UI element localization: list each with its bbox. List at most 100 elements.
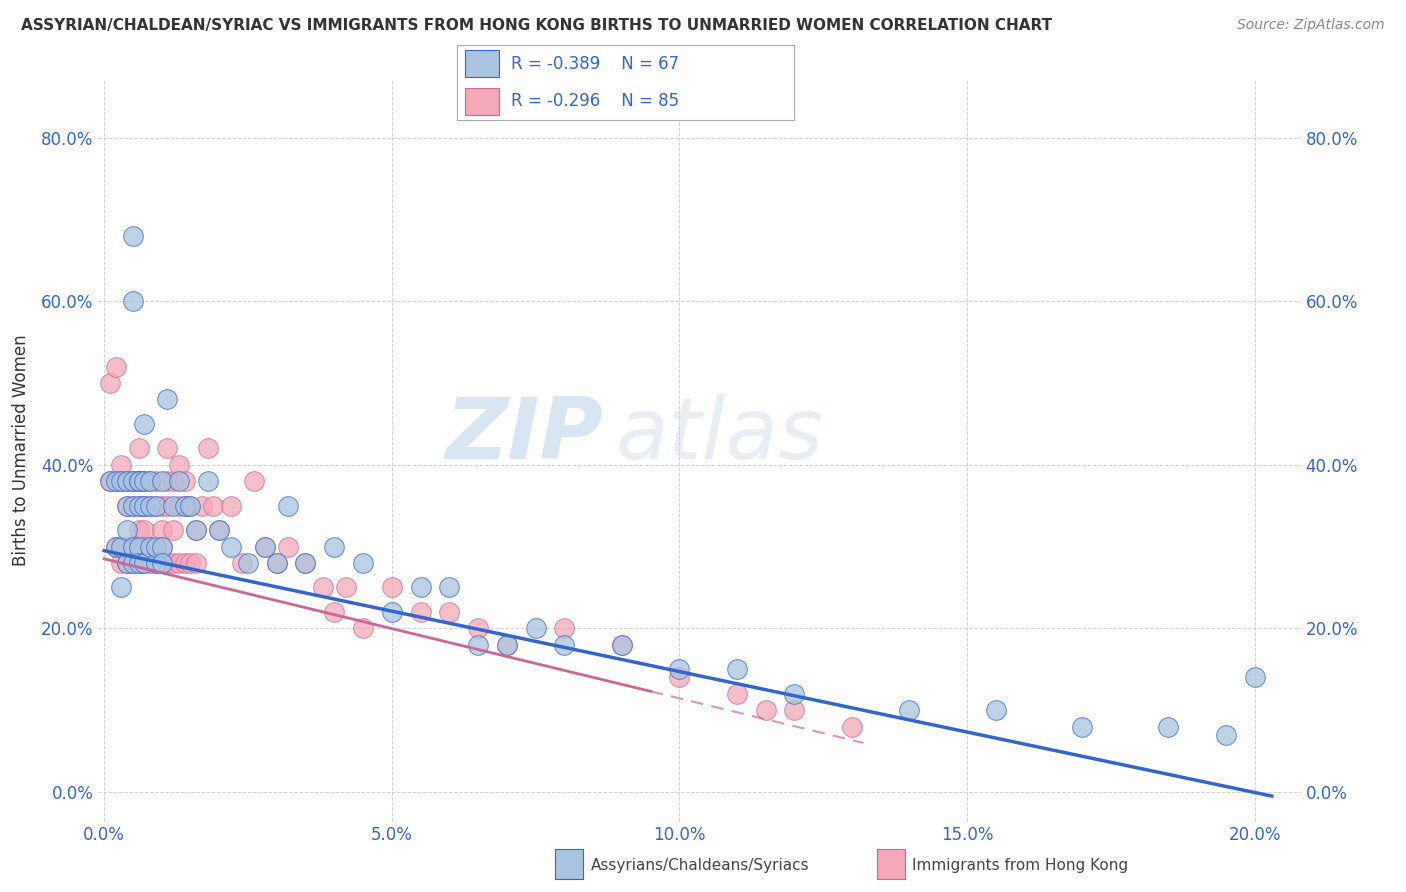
Point xyxy=(115,474,138,488)
Point xyxy=(553,621,575,635)
Point xyxy=(1215,728,1237,742)
Text: Assyrians/Chaldeans/Syriacs: Assyrians/Chaldeans/Syriacs xyxy=(591,858,808,872)
Point xyxy=(495,638,517,652)
Point xyxy=(162,474,184,488)
Point xyxy=(122,540,145,554)
Point xyxy=(115,556,138,570)
Point xyxy=(122,474,145,488)
Point xyxy=(162,523,184,537)
Point xyxy=(150,523,173,537)
Point xyxy=(139,499,162,513)
Point xyxy=(145,499,167,513)
Point xyxy=(104,540,127,554)
Bar xyxy=(465,87,499,115)
Point xyxy=(150,540,173,554)
Point xyxy=(150,556,173,570)
Point xyxy=(98,376,121,390)
Point xyxy=(156,392,179,407)
Point xyxy=(134,523,156,537)
Point xyxy=(134,499,156,513)
Point xyxy=(173,499,195,513)
Point xyxy=(104,474,127,488)
Point xyxy=(128,499,150,513)
Point xyxy=(104,540,127,554)
Point xyxy=(277,499,299,513)
Point xyxy=(110,540,132,554)
Point xyxy=(156,474,179,488)
Point xyxy=(242,474,264,488)
Point xyxy=(179,499,201,513)
Point xyxy=(409,605,432,619)
Point xyxy=(134,499,156,513)
Point xyxy=(186,556,208,570)
Point xyxy=(110,540,132,554)
Point xyxy=(266,556,288,570)
Point xyxy=(1071,720,1094,734)
Point xyxy=(381,581,404,595)
Point xyxy=(98,474,121,488)
Point xyxy=(110,474,132,488)
Point xyxy=(122,540,145,554)
Point xyxy=(128,474,150,488)
Point xyxy=(134,556,156,570)
Point xyxy=(725,687,748,701)
Point xyxy=(128,540,150,554)
Point xyxy=(128,474,150,488)
Point xyxy=(139,474,162,488)
Point xyxy=(197,442,219,456)
Point xyxy=(755,703,778,717)
Point xyxy=(219,540,242,554)
Point xyxy=(467,638,489,652)
Point xyxy=(439,581,461,595)
Point xyxy=(122,556,145,570)
Point xyxy=(115,523,138,537)
Point xyxy=(115,499,138,513)
Point xyxy=(134,474,156,488)
Text: ZIP: ZIP xyxy=(446,394,603,477)
Point xyxy=(186,523,208,537)
Text: Immigrants from Hong Kong: Immigrants from Hong Kong xyxy=(912,858,1129,872)
Point xyxy=(236,556,259,570)
Y-axis label: Births to Unmarried Women: Births to Unmarried Women xyxy=(11,334,30,566)
Point xyxy=(381,605,404,619)
Point xyxy=(352,621,374,635)
Point xyxy=(783,703,806,717)
Point xyxy=(104,359,127,374)
Point xyxy=(725,662,748,676)
Point xyxy=(277,540,299,554)
Point xyxy=(841,720,863,734)
Point xyxy=(115,499,138,513)
Point xyxy=(115,540,138,554)
Point xyxy=(104,474,127,488)
Point xyxy=(134,417,156,431)
Point xyxy=(122,499,145,513)
Point xyxy=(1243,671,1265,685)
Point xyxy=(783,687,806,701)
Point xyxy=(150,556,173,570)
Point xyxy=(110,556,132,570)
Point xyxy=(266,556,288,570)
Point xyxy=(156,499,179,513)
Point xyxy=(191,499,214,513)
Point xyxy=(122,294,145,309)
Point xyxy=(323,605,346,619)
Point xyxy=(231,556,253,570)
Point xyxy=(173,556,195,570)
Point xyxy=(294,556,316,570)
Point xyxy=(254,540,277,554)
Point xyxy=(208,523,231,537)
Point xyxy=(150,474,173,488)
Point xyxy=(898,703,921,717)
Point xyxy=(145,556,167,570)
Point xyxy=(219,499,242,513)
Point xyxy=(668,671,690,685)
Text: Source: ZipAtlas.com: Source: ZipAtlas.com xyxy=(1237,18,1385,32)
Point xyxy=(167,458,190,472)
Point xyxy=(439,605,461,619)
Point xyxy=(128,499,150,513)
Point xyxy=(98,474,121,488)
Point xyxy=(134,499,156,513)
Point xyxy=(197,474,219,488)
Point xyxy=(179,556,201,570)
Point xyxy=(128,540,150,554)
